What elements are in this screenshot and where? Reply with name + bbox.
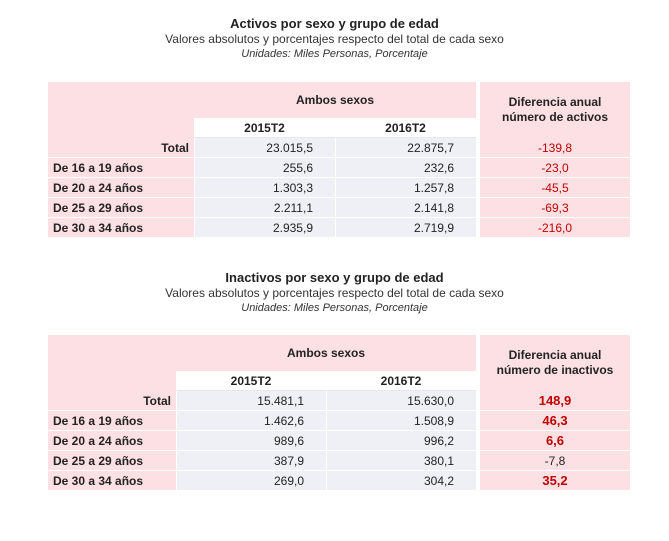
row-label: De 30 a 34 años	[48, 471, 176, 491]
activos-diff-header-line1: Diferencia anual	[508, 95, 602, 109]
diff-value: -23,0	[476, 158, 630, 178]
value-2016: 2.719,9	[335, 218, 476, 238]
row-label: De 16 a 19 años	[48, 411, 176, 431]
inactivos-subtitle: Valores absolutos y porcentajes respecto…	[165, 286, 504, 300]
value-2015: 255,6	[194, 158, 335, 178]
inactivos-period-2015: 2015T2	[176, 371, 326, 391]
value-2015: 1.462,6	[176, 411, 326, 431]
value-2015: 269,0	[176, 471, 326, 491]
activos-table: Ambos sexos Diferencia anual número de a…	[48, 82, 630, 238]
activos-period-2016: 2016T2	[335, 118, 476, 138]
activos-diff-header-line2: número de activos	[501, 110, 609, 124]
value-2016: 15.630,0	[326, 391, 476, 411]
inactivos-table: Ambos sexos Diferencia anual número de i…	[48, 335, 630, 491]
row-label: De 20 a 24 años	[48, 431, 176, 451]
activos-title: Activos por sexo y grupo de edad	[230, 16, 439, 31]
value-2015: 23.015,5	[194, 138, 335, 158]
row-label: De 25 a 29 años	[48, 451, 176, 471]
value-2015: 15.481,1	[176, 391, 326, 411]
diff-value: -139,8	[476, 138, 630, 158]
table-row: Total 15.481,1 15.630,0 148,9	[48, 391, 630, 411]
activos-corner-cell	[48, 82, 194, 138]
value-2016: 1.257,8	[335, 178, 476, 198]
value-2015: 387,9	[176, 451, 326, 471]
row-label: De 25 a 29 años	[48, 198, 194, 218]
table-row: De 25 a 29 años 2.211,1 2.141,8 -69,3	[48, 198, 630, 218]
table-row: Total 23.015,5 22.875,7 -139,8	[48, 138, 630, 158]
activos-subtitle: Valores absolutos y porcentajes respecto…	[165, 32, 504, 46]
activos-heading: Activos por sexo y grupo de edad Valores…	[0, 16, 669, 61]
inactivos-group-header: Ambos sexos	[176, 335, 476, 371]
row-label: Total	[48, 391, 176, 411]
table-row: De 25 a 29 años 387,9 380,1 -7,8	[48, 451, 630, 471]
diff-value: 148,9	[476, 391, 630, 411]
table-row: De 30 a 34 años 269,0 304,2 35,2	[48, 471, 630, 491]
activos-group-header: Ambos sexos	[194, 82, 476, 118]
inactivos-period-2016: 2016T2	[326, 371, 476, 391]
activos-diff-header: Diferencia anual número de activos	[476, 82, 630, 138]
value-2016: 2.141,8	[335, 198, 476, 218]
table-row: De 20 a 24 años 1.303,3 1.257,8 -45,5	[48, 178, 630, 198]
value-2016: 1.508,9	[326, 411, 476, 431]
inactivos-diff-header: Diferencia anual número de inactivos	[476, 335, 630, 391]
table-row: De 16 a 19 años 1.462,6 1.508,9 46,3	[48, 411, 630, 431]
diff-value: -216,0	[476, 218, 630, 238]
value-2016: 22.875,7	[335, 138, 476, 158]
inactivos-corner-cell	[48, 335, 176, 391]
row-label: De 20 a 24 años	[48, 178, 194, 198]
value-2015: 2.211,1	[194, 198, 335, 218]
activos-units: Unidades: Miles Personas, Porcentaje	[241, 48, 428, 60]
value-2015: 1.303,3	[194, 178, 335, 198]
diff-value: -69,3	[476, 198, 630, 218]
diff-value: 35,2	[476, 471, 630, 491]
inactivos-title: Inactivos por sexo y grupo de edad	[225, 270, 444, 285]
table-row: De 20 a 24 años 989,6 996,2 6,6	[48, 431, 630, 451]
value-2016: 996,2	[326, 431, 476, 451]
row-label: De 16 a 19 años	[48, 158, 194, 178]
table-row: De 30 a 34 años 2.935,9 2.719,9 -216,0	[48, 218, 630, 238]
value-2016: 380,1	[326, 451, 476, 471]
inactivos-diff-header-line1: Diferencia anual	[508, 348, 602, 362]
diff-value: -45,5	[476, 178, 630, 198]
inactivos-units: Unidades: Miles Personas, Porcentaje	[241, 302, 428, 314]
table-row: De 16 a 19 años 255,6 232,6 -23,0	[48, 158, 630, 178]
diff-value: 46,3	[476, 411, 630, 431]
value-2015: 2.935,9	[194, 218, 335, 238]
activos-period-2015: 2015T2	[194, 118, 335, 138]
value-2015: 989,6	[176, 431, 326, 451]
row-label: Total	[48, 138, 194, 158]
value-2016: 304,2	[326, 471, 476, 491]
diff-value: 6,6	[476, 431, 630, 451]
inactivos-heading: Inactivos por sexo y grupo de edad Valor…	[0, 270, 669, 315]
row-label: De 30 a 34 años	[48, 218, 194, 238]
inactivos-diff-header-line2: número de inactivos	[496, 363, 614, 377]
diff-value: -7,8	[476, 451, 630, 471]
value-2016: 232,6	[335, 158, 476, 178]
